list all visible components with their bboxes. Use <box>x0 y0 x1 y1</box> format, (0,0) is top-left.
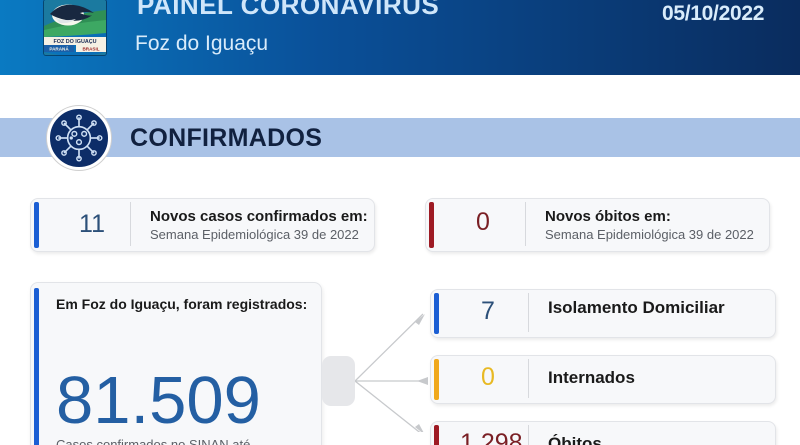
svg-text:FOZ DO IGUAÇU: FOZ DO IGUAÇU <box>53 39 96 45</box>
svg-text:PARANÁ: PARANÁ <box>49 45 69 51</box>
svg-text:BRASIL: BRASIL <box>82 46 99 51</box>
